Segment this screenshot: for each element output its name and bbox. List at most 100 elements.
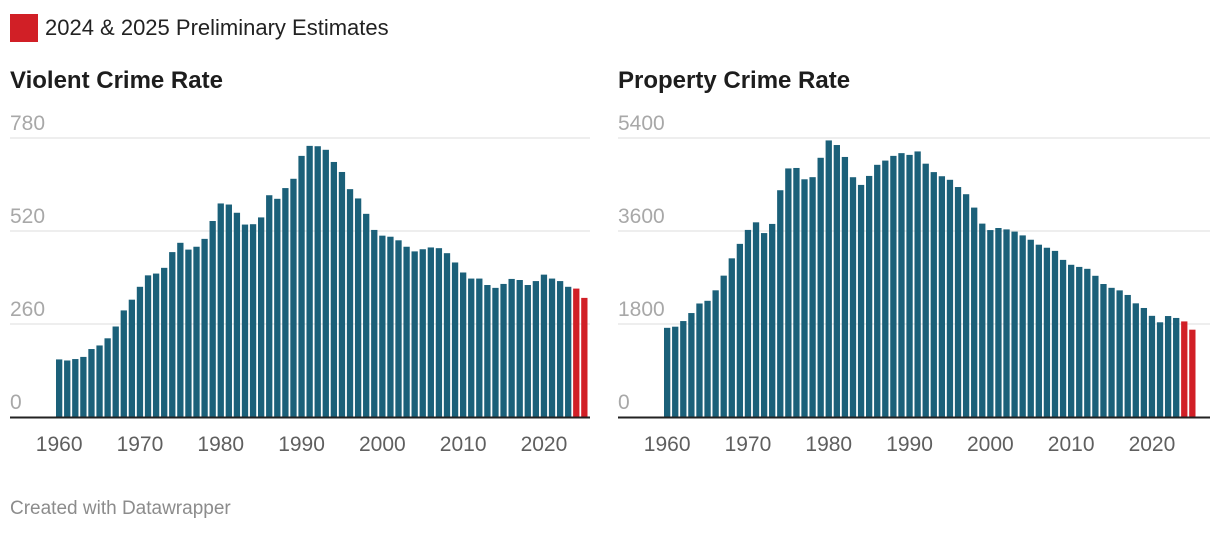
property-bar-1990 [906, 154, 913, 417]
violent-bar-2005 [419, 249, 426, 417]
property-bar-1960 [664, 327, 671, 417]
violent-bar-1980 [217, 203, 224, 417]
violent-bar-2012 [476, 278, 483, 417]
property-bar-1985 [866, 175, 873, 417]
violent-bar-1999 [371, 229, 378, 417]
property-bar-2004 [1019, 235, 1026, 417]
violent-bar-2008 [443, 253, 451, 417]
violent-x-tick-label: 1970 [117, 433, 164, 456]
property-bar-1972 [760, 233, 768, 417]
violent-bar-2003 [403, 246, 410, 417]
violent-bar-1982 [233, 212, 241, 417]
property-bar-2006 [1035, 244, 1042, 417]
property-bar-2016 [1116, 290, 1123, 417]
violent-bar-2004 [411, 251, 418, 417]
violent-bar-1979 [209, 220, 216, 417]
violent-bar-1988 [282, 188, 289, 417]
violent-bar-1962 [72, 359, 79, 417]
property-bar-1983 [849, 177, 857, 417]
credit: Created with Datawrapper [10, 498, 231, 519]
property-bar-2002 [1003, 229, 1010, 417]
violent-bar-2022 [556, 281, 564, 417]
property-x-tick-label: 2020 [1129, 433, 1176, 456]
violent-bar-2015 [500, 283, 507, 417]
property-bar-1975 [785, 168, 792, 417]
violent-bar-1985 [258, 217, 265, 417]
property-bar-1980 [825, 140, 832, 417]
violent-y-tick-label: 780 [10, 112, 45, 135]
property-bar-1966 [712, 290, 719, 417]
property-bar-2025 [1189, 329, 1196, 417]
violent-bar-2001 [387, 236, 394, 417]
property-bar-1971 [752, 222, 760, 417]
violent-bar-2011 [468, 278, 475, 417]
violent-bar-1996 [346, 189, 354, 417]
property-crime-chart: 5400 3600 1800 0 1960 1970 1980 1990 2000 2010 202… [618, 112, 1210, 456]
violent-bar-2025 [581, 297, 588, 417]
violent-bar-1998 [363, 213, 370, 417]
property-bar-1984 [857, 184, 865, 417]
property-bar-2010 [1068, 264, 1075, 417]
property-bar-1986 [874, 164, 881, 417]
property-bar-2001 [995, 228, 1002, 417]
property-bar-1973 [769, 223, 776, 417]
property-bar-1976 [793, 167, 800, 417]
property-bar-1968 [728, 258, 735, 417]
violent-bar-2013 [484, 285, 491, 417]
property-x-tick-label: 1990 [886, 433, 933, 456]
property-bar-2008 [1051, 250, 1059, 417]
property-x-tick-label: 1970 [725, 433, 772, 456]
violent-bar-1969 [128, 299, 136, 417]
property-x-tick-label: 2010 [1048, 433, 1095, 456]
violent-x-tick-label: 1980 [197, 433, 244, 456]
property-bar-1999 [979, 223, 986, 417]
violent-bar-1967 [112, 326, 119, 417]
violent-bar-2006 [427, 247, 434, 417]
violent-bar-2009 [451, 262, 459, 417]
violent-bar-2014 [492, 287, 499, 417]
violent-bar-2018 [524, 285, 531, 417]
violent-bar-1973 [161, 267, 168, 417]
violent-crime-panel: Violent Crime Rate 780 520 260 0 1960 1970 198… [10, 66, 590, 466]
property-bar-1962 [680, 321, 687, 417]
violent-x-tick-label: 1960 [36, 433, 83, 456]
property-bar-1993 [930, 172, 937, 417]
violent-bar-2023 [565, 286, 572, 417]
legend-swatch-estimates [10, 14, 38, 42]
violent-bar-1994 [330, 161, 338, 417]
property-y-tick-label: 1800 [618, 298, 665, 321]
property-bar-2000 [987, 230, 994, 417]
violent-crime-chart: 780 520 260 0 1960 1970 1980 1990 2000 2010 2020 [10, 112, 590, 456]
property-bar-1963 [688, 313, 695, 417]
property-bar-1995 [946, 179, 954, 417]
legend-label: 2024 & 2025 Preliminary Estimates [45, 15, 389, 40]
property-bar-2023 [1173, 317, 1180, 417]
property-bar-2024 [1181, 321, 1188, 417]
property-bar-1991 [914, 151, 921, 417]
violent-bar-1961 [64, 360, 71, 417]
property-bar-1987 [882, 160, 889, 417]
property-bar-2009 [1059, 259, 1067, 417]
property-bar-2005 [1027, 239, 1034, 417]
property-bar-1974 [777, 190, 784, 417]
violent-bar-1977 [193, 246, 200, 417]
property-bar-2019 [1140, 307, 1148, 417]
property-bar-1996 [954, 187, 962, 417]
violent-bar-1965 [96, 345, 103, 417]
property-bar-1969 [736, 243, 744, 417]
violent-bar-1992 [314, 146, 321, 417]
violent-bar-2007 [435, 248, 443, 417]
property-bar-1978 [809, 177, 816, 417]
property-bar-1992 [922, 163, 929, 417]
violent-bar-2020 [540, 274, 548, 417]
violent-bar-1968 [120, 310, 127, 417]
property-bar-1961 [672, 326, 679, 417]
property-y-tick-label: 0 [618, 391, 630, 414]
property-bar-1998 [971, 207, 978, 417]
violent-bar-1991 [306, 145, 313, 417]
violent-bar-1971 [144, 275, 152, 417]
violent-y-tick-label: 0 [10, 391, 22, 414]
violent-bar-1970 [136, 286, 144, 417]
violent-bar-1995 [338, 171, 346, 417]
property-bar-1997 [962, 194, 970, 417]
